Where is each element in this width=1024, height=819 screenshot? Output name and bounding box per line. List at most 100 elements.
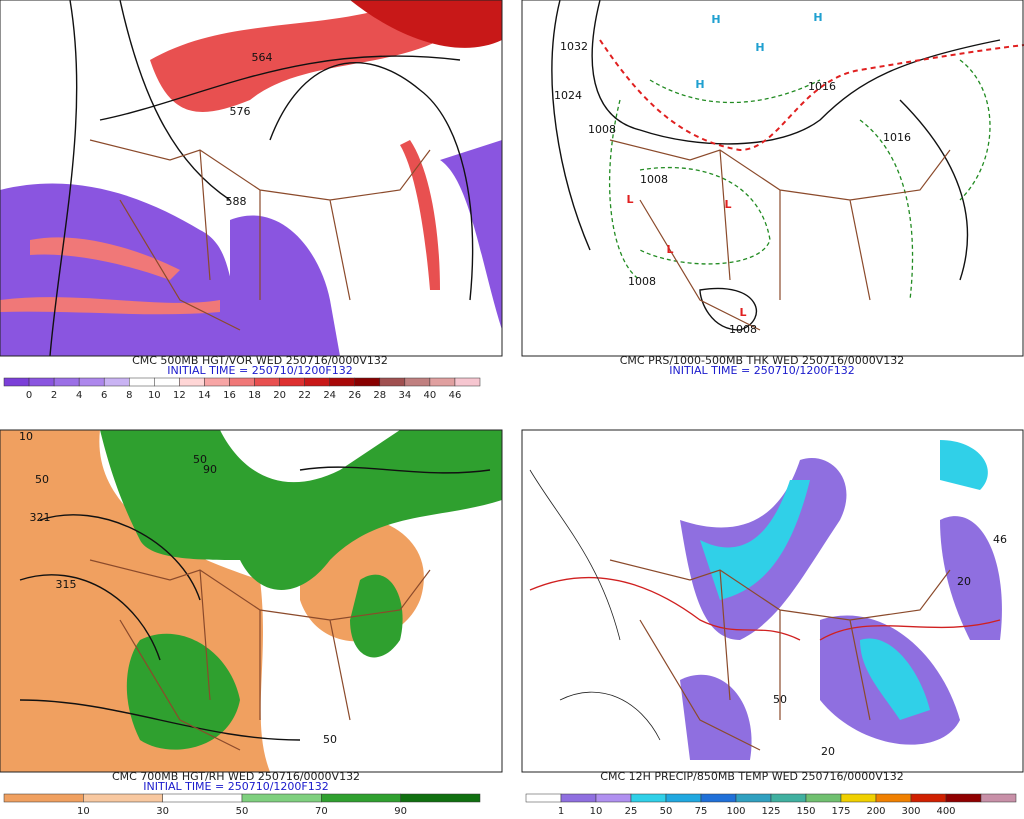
- colorbar-swatch: [241, 793, 322, 803]
- colorbar-swatch: [805, 793, 842, 803]
- contour-label: 20: [957, 575, 971, 588]
- colorbar-swatch: [162, 793, 243, 803]
- colorbar-swatch: [875, 793, 912, 803]
- colorbar-swatch: [429, 377, 456, 387]
- map-vorticity: [0, 0, 502, 356]
- colorbar-label: 0: [26, 390, 32, 401]
- map-precip: [522, 430, 1024, 772]
- colorbar-label: 50: [660, 806, 673, 817]
- contour-label: 50: [193, 453, 207, 466]
- contour-label: 315: [56, 578, 77, 591]
- colorbar-swatch: [78, 377, 105, 387]
- contour-label: 1016: [883, 131, 911, 144]
- colorbar-label: 16: [223, 390, 236, 401]
- colorbar-swatch: [770, 793, 807, 803]
- colorbar-label: 2: [51, 390, 57, 401]
- contour-label: 1008: [640, 173, 668, 186]
- colorbar-swatch: [404, 377, 431, 387]
- map-humidity: [0, 430, 502, 772]
- colorbar-swatch: [840, 793, 877, 803]
- contour-label: 90: [203, 463, 217, 476]
- colorbar-swatch: [910, 793, 947, 803]
- colorbar-swatch: [321, 793, 401, 803]
- colorbar-label: 18: [248, 390, 261, 401]
- colorbar-label: 26: [348, 390, 361, 401]
- colorbar-label: 150: [796, 806, 815, 817]
- pressure-center: L: [626, 193, 633, 206]
- contour-label: 1024: [554, 89, 582, 102]
- caption: CMC 700MB HGT/RH WED 250716/0000V132: [112, 770, 360, 783]
- initial-time: INITIAL TIME = 250710/1200F132: [167, 364, 352, 377]
- colorbar-swatch: [945, 793, 982, 803]
- initial-time: INITIAL TIME = 250710/1200F132: [669, 364, 854, 377]
- colorbar-swatch: [379, 377, 406, 387]
- colorbar-label: 1: [558, 806, 564, 817]
- colorbar-swatch: [329, 377, 355, 387]
- pressure-center: H: [813, 11, 822, 24]
- map-frame: [521, 0, 1024, 357]
- pressure-center: H: [711, 13, 720, 26]
- pressure-center: L: [666, 243, 673, 256]
- colorbar-swatch: [980, 793, 1017, 803]
- contour-label: 20: [821, 745, 835, 758]
- colorbar-swatch: [454, 377, 481, 387]
- colorbar-swatch: [279, 377, 305, 387]
- colorbar-label: 10: [77, 806, 90, 817]
- contour-label: 50: [35, 473, 49, 486]
- pressure-center: L: [739, 306, 746, 319]
- colorbar-label: 100: [726, 806, 745, 817]
- colorbar-swatch: [400, 793, 481, 803]
- colorbar-label: 24: [323, 390, 336, 401]
- colorbar-swatch: [53, 377, 80, 387]
- colorbar-label: 25: [625, 806, 638, 817]
- contour-label: 50: [773, 693, 787, 706]
- colorbar-label: 125: [761, 806, 780, 817]
- colorbar-label: 200: [866, 806, 885, 817]
- colorbar-label: 22: [298, 390, 311, 401]
- colorbar-label: 14: [198, 390, 211, 401]
- colorbar-swatch: [665, 793, 702, 803]
- colorbar-label: 6: [101, 390, 107, 401]
- caption: CMC 500MB HGT/VOR WED 250716/0000V132: [132, 354, 388, 367]
- colorbar-label: 10: [590, 806, 603, 817]
- colorbar-label: 10: [148, 390, 161, 401]
- contour-label: 46: [993, 533, 1007, 546]
- map-frame: [521, 429, 1024, 773]
- colorbar-swatch: [354, 377, 381, 387]
- colorbar-label: 40: [424, 390, 437, 401]
- colorbar-swatch: [560, 793, 597, 803]
- colorbar-label: 70: [315, 806, 328, 817]
- colorbar-swatch: [595, 793, 632, 803]
- colorbar-swatch: [129, 377, 155, 387]
- colorbar-swatch: [700, 793, 737, 803]
- colorbar-swatch: [630, 793, 667, 803]
- map-frame: [0, 429, 503, 773]
- colorbar-label: 300: [901, 806, 920, 817]
- colorbar-label: 400: [936, 806, 955, 817]
- pressure-center: L: [724, 198, 731, 211]
- colorbar-label: 30: [156, 806, 169, 817]
- caption: CMC PRS/1000-500MB THK WED 250716/0000V1…: [620, 354, 905, 367]
- colorbar-label: 90: [394, 806, 407, 817]
- colorbar-label: 4: [76, 390, 82, 401]
- colorbar-swatch: [28, 377, 55, 387]
- contour-label: 576: [230, 105, 251, 118]
- contour-label: 50: [323, 733, 337, 746]
- colorbar-label: 34: [398, 390, 411, 401]
- contour-label: 1032: [560, 40, 588, 53]
- colorbar-swatch: [204, 377, 230, 387]
- colorbar-swatch: [154, 377, 180, 387]
- contour-label: 588: [226, 195, 247, 208]
- colorbar-swatch: [3, 377, 30, 387]
- colorbar-label: 46: [449, 390, 462, 401]
- colorbar-swatch: [735, 793, 772, 803]
- colorbar-label: 20: [273, 390, 286, 401]
- colorbar-swatch: [229, 377, 255, 387]
- pressure-center: H: [695, 78, 704, 91]
- colorbar-swatch: [3, 793, 84, 803]
- initial-time: INITIAL TIME = 250710/1200F132: [143, 780, 328, 793]
- colorbar-swatch: [83, 793, 163, 803]
- contour-label: 10: [19, 430, 33, 443]
- pressure-center: H: [755, 41, 764, 54]
